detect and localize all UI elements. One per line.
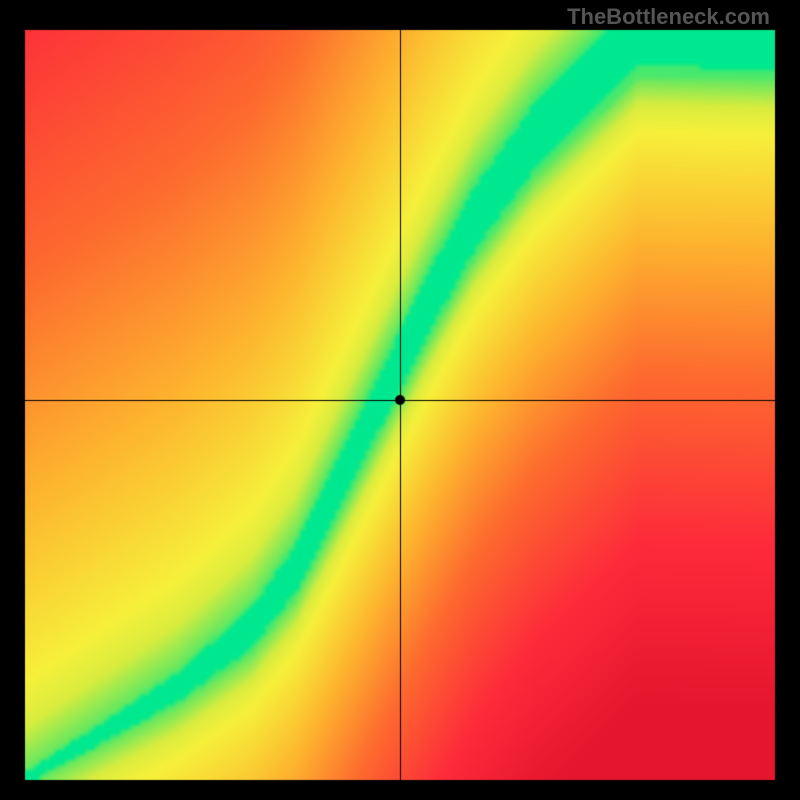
- watermark-text: TheBottleneck.com: [567, 4, 770, 30]
- bottleneck-heatmap-canvas: [0, 0, 800, 800]
- chart-container: TheBottleneck.com: [0, 0, 800, 800]
